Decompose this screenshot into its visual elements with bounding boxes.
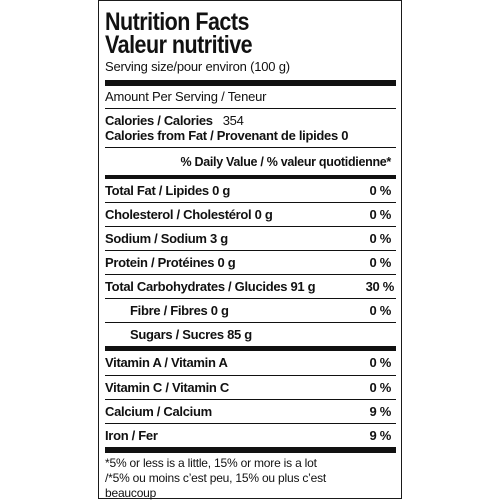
nutrient-row-cholesterol: Cholesterol / Cholestérol 0 g 0 % [105,203,396,227]
footnote-line-english: *5% or less is a little, 15% or more is … [105,456,317,470]
calories-label: Calories / Calories [105,113,213,128]
calories-row: Calories / Calories 354 [105,113,396,128]
calories-block: Calories / Calories 354 Calories from Fat… [105,109,396,148]
nutrient-label: Sodium / Sodium 3 g [105,231,228,246]
nutrient-label: Sugars / Sucres 85 g [130,327,252,342]
nutrient-percent: 0 % [369,231,391,246]
vitamin-label: Iron / Fer [105,428,158,443]
title-french: Valeur nutritive [105,31,253,59]
nutrient-label: Fibre / Fibres 0 g [130,303,229,318]
calories-from-fat-row: Calories from Fat / Provenant de lipides… [105,128,396,143]
vitamin-percent: 9 % [369,428,391,443]
nutrient-row-carbohydrates: Total Carbohydrates / Glucides 91 g 30 % [105,275,396,299]
vitamin-percent: 9 % [369,404,391,419]
nutrient-row-total-fat: Total Fat / Lipides 0 g 0 % [105,179,396,203]
nutrient-row-fibre: Fibre / Fibres 0 g 0 % [105,299,396,323]
nutrient-row-protein: Protein / Protéines 0 g 0 % [105,251,396,275]
nutrient-row-sugars: Sugars / Sucres 85 g [105,323,396,351]
nutrient-label: Total Carbohydrates / Glucides 91 g [105,279,316,294]
footnote: *5% or less is a little, 15% or more is … [105,453,396,501]
nutrient-percent: 0 % [369,255,391,270]
serving-size: Serving size/pour environ (100 g) [105,59,396,86]
nutrient-row-sodium: Sodium / Sodium 3 g 0 % [105,227,396,251]
calories-value: 354 [222,113,244,128]
nutrient-label: Protein / Protéines 0 g [105,255,236,270]
vitamin-row-iron: Iron / Fer 9 % [105,424,396,453]
vitamin-percent: 0 % [369,355,391,370]
vitamin-row-calcium: Calcium / Calcium 9 % [105,400,396,424]
vitamin-percent: 0 % [369,380,391,395]
nutrient-percent: 0 % [369,303,391,318]
vitamin-label: Vitamin A / Vitamin A [105,355,228,370]
calories-from-fat-label: Calories from Fat / Provenant de lipides [105,128,338,143]
nutrient-percent: 0 % [369,207,391,222]
nutrient-label: Total Fat / Lipides 0 g [105,183,231,198]
nutrient-percent: 0 % [369,183,391,198]
nutrition-facts-label: Nutrition Facts Valeur nutritive Serving… [98,0,402,501]
daily-value-header: % Daily Value / % valeur quotidienne* [105,148,396,179]
footnote-line-french-continued: beaucoup [105,486,157,500]
calories-from-fat-value: 0 [341,128,349,143]
vitamin-row-c: Vitamin C / Vitamin C 0 % [105,376,396,400]
footnote-line-french: /*5% ou moins c’est peu, 15% ou plus c’e… [105,471,327,485]
vitamin-label: Vitamin C / Vitamin C [105,380,229,395]
nutrient-percent: 30 % [365,279,395,294]
nutrient-label: Cholesterol / Cholestérol 0 g [105,207,273,222]
vitamin-row-a: Vitamin A / Vitamin A 0 % [105,351,396,376]
amount-per-serving: Amount Per Serving / Teneur [105,86,396,109]
vitamin-label: Calcium / Calcium [105,404,212,419]
title-english: Nutrition Facts [105,8,249,36]
